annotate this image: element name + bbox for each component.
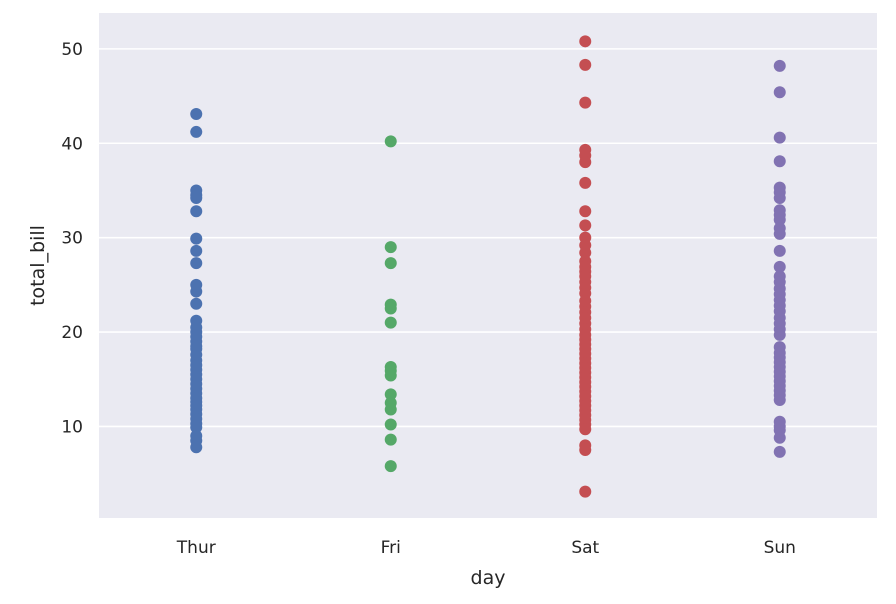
data-point <box>579 205 592 218</box>
x-axis-label: day <box>471 567 506 589</box>
data-point <box>190 297 203 310</box>
y-tick-label: 50 <box>61 40 83 60</box>
data-point <box>190 192 203 205</box>
x-tick-labels: Thur Fri Sat Sun <box>176 538 796 558</box>
data-point <box>579 58 592 71</box>
data-point <box>579 96 592 109</box>
data-point <box>190 205 203 218</box>
y-tick-label: 20 <box>61 323 83 343</box>
y-tick-label: 10 <box>61 417 83 437</box>
data-point <box>579 35 592 48</box>
x-tick-label: Fri <box>381 538 401 558</box>
data-point <box>190 441 203 454</box>
data-point <box>384 418 397 431</box>
y-tick-label: 30 <box>61 229 83 249</box>
data-point <box>773 155 786 168</box>
data-point <box>773 394 786 407</box>
x-tick-label: Sat <box>571 538 599 558</box>
data-points <box>190 35 786 498</box>
data-point <box>190 244 203 257</box>
data-point <box>190 285 203 298</box>
x-tick-label: Sun <box>764 538 796 558</box>
data-point <box>773 244 786 257</box>
y-tick-labels: 10 20 30 40 50 <box>61 40 83 438</box>
x-tick-label: Thur <box>176 538 216 558</box>
data-point <box>190 232 203 245</box>
data-point <box>773 227 786 240</box>
data-point <box>773 328 786 341</box>
data-point <box>190 421 203 434</box>
data-point <box>773 86 786 99</box>
data-point <box>773 445 786 458</box>
data-point <box>579 485 592 498</box>
data-point <box>190 257 203 270</box>
data-point <box>773 213 786 226</box>
data-point <box>384 257 397 270</box>
plot-area <box>99 13 877 518</box>
y-axis-label: total_bill <box>27 225 49 306</box>
data-point <box>384 460 397 473</box>
data-point <box>579 444 592 457</box>
data-point <box>773 59 786 72</box>
grid-lines <box>99 48 877 428</box>
data-point <box>190 125 203 138</box>
data-point <box>384 369 397 382</box>
data-point <box>579 246 592 259</box>
data-point <box>190 108 203 120</box>
data-point <box>579 423 592 436</box>
data-point <box>384 135 397 148</box>
data-point <box>579 156 592 169</box>
data-point <box>384 403 397 416</box>
data-point <box>773 431 786 444</box>
data-point <box>384 316 397 329</box>
data-point <box>773 260 786 273</box>
data-point <box>773 192 786 205</box>
data-point <box>384 241 397 254</box>
data-point <box>579 219 592 232</box>
data-point <box>384 433 397 446</box>
y-tick-label: 40 <box>61 134 83 154</box>
data-point <box>384 302 397 315</box>
data-point <box>579 176 592 189</box>
data-point <box>773 131 786 144</box>
data-point <box>384 388 397 401</box>
